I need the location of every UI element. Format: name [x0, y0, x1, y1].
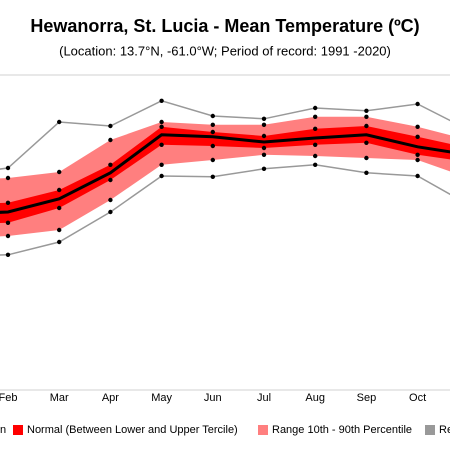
point — [159, 142, 164, 147]
point — [261, 122, 267, 128]
point — [364, 170, 369, 175]
point — [415, 152, 420, 157]
point — [261, 152, 267, 157]
point — [5, 175, 11, 181]
point — [210, 157, 215, 163]
point — [5, 252, 11, 257]
legend-label: Re — [439, 424, 450, 436]
point — [108, 197, 113, 203]
point — [364, 114, 369, 120]
point — [313, 126, 318, 131]
point — [261, 145, 267, 151]
point — [5, 233, 11, 239]
x-tick-label: Apr — [102, 392, 119, 404]
point — [415, 134, 420, 139]
point — [57, 119, 62, 125]
chart-subtitle: (Location: 13.7°N, -61.0°W; Period of re… — [59, 43, 391, 58]
point — [313, 114, 318, 120]
point — [108, 123, 113, 129]
point — [210, 122, 215, 128]
point — [57, 227, 62, 233]
point — [108, 162, 113, 167]
point — [364, 140, 369, 145]
legend-label: Normal (Between Lower and Upper Tercile) — [27, 424, 238, 436]
x-tick-label: Aug — [305, 392, 325, 404]
point — [364, 155, 369, 161]
point — [210, 143, 215, 149]
point — [364, 108, 369, 114]
point — [415, 157, 420, 163]
point — [210, 129, 215, 135]
point — [313, 162, 318, 167]
x-tick-label: Sep — [357, 392, 377, 404]
legend-swatch — [258, 425, 268, 435]
point — [415, 124, 420, 129]
point — [261, 133, 267, 139]
point — [261, 116, 267, 122]
point — [313, 153, 318, 159]
point — [159, 124, 164, 129]
band — [0, 126, 450, 223]
band — [0, 116, 450, 237]
point — [313, 105, 318, 111]
point — [108, 177, 113, 183]
point — [108, 137, 113, 143]
point — [261, 166, 267, 171]
point — [108, 209, 113, 215]
point — [313, 142, 318, 147]
point — [57, 239, 62, 245]
mean-line — [0, 133, 450, 214]
point — [159, 98, 164, 104]
point — [159, 119, 164, 125]
point — [159, 162, 164, 167]
x-tick-label: Oct — [409, 392, 426, 404]
point — [415, 101, 420, 107]
legend-label: Range 10th - 90th Percentile — [272, 424, 412, 436]
point — [57, 187, 62, 193]
x-tick-label: Mar — [50, 392, 69, 404]
point — [210, 113, 215, 119]
point — [57, 169, 62, 175]
legend-swatch — [13, 425, 23, 435]
point — [5, 200, 11, 205]
point — [364, 123, 369, 129]
legend-label: n — [0, 424, 6, 436]
x-tick-label: Jun — [204, 392, 222, 404]
point — [210, 174, 215, 179]
x-tick-label: Jul — [257, 392, 271, 404]
legend-swatch — [425, 425, 435, 435]
chart-title: Hewanorra, St. Lucia - Mean Temperature … — [30, 16, 419, 36]
x-tick-label: May — [151, 392, 172, 404]
point — [159, 173, 164, 179]
point — [415, 173, 420, 179]
point — [57, 205, 62, 211]
x-tick-label: Feb — [0, 392, 17, 404]
point — [5, 165, 11, 171]
point — [5, 220, 11, 225]
